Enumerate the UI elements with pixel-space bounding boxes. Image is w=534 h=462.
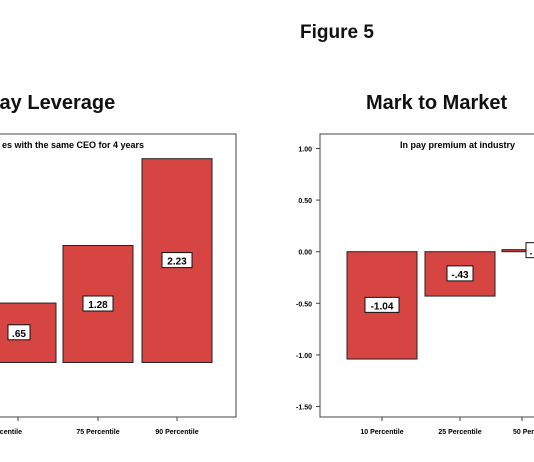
plot-frame xyxy=(319,133,534,418)
right-panel-title: Mark to Market xyxy=(366,92,508,114)
data-label-box xyxy=(7,324,31,341)
y-tick-label: 0.50 xyxy=(298,198,312,205)
chart-subtitle: In pay premium at industry xyxy=(400,140,515,150)
data-label: -1.04 xyxy=(371,301,394,312)
y-tick-label: -1.00 xyxy=(296,353,312,360)
bar xyxy=(501,249,534,253)
data-label: -.43 xyxy=(451,270,469,281)
x-tick-label: 10 Percentile xyxy=(360,429,403,436)
data-label: . xyxy=(530,247,533,258)
data-label-box xyxy=(446,265,474,282)
data-label: .65 xyxy=(12,329,26,340)
x-tick-label: 25 Percentile xyxy=(438,429,481,436)
chart-subtitle: es with the same CEO for 4 years xyxy=(2,140,144,150)
data-label: 1.28 xyxy=(88,300,108,311)
data-label-box xyxy=(364,296,400,313)
plot-frame xyxy=(0,133,237,418)
y-tick-label: 0.00 xyxy=(298,250,312,257)
x-tick-label: 75 Percentile xyxy=(76,429,119,436)
x-tick-label: 0 Percentile xyxy=(0,429,22,436)
x-tick-label: 90 Percentile xyxy=(155,429,198,436)
y-tick-label: -0.50 xyxy=(296,301,312,308)
figure-title: Figure 5 xyxy=(300,22,374,43)
data-label-box xyxy=(82,295,114,312)
data-label-box xyxy=(161,252,193,269)
y-tick-label: 1.00 xyxy=(298,147,312,154)
data-label-box xyxy=(525,242,534,259)
y-tick-label: -1.50 xyxy=(296,405,312,412)
data-label: 2.23 xyxy=(167,257,187,268)
left-panel-title: t Pay Leverage xyxy=(0,92,116,114)
x-tick-label: 50 Per xyxy=(513,429,534,436)
